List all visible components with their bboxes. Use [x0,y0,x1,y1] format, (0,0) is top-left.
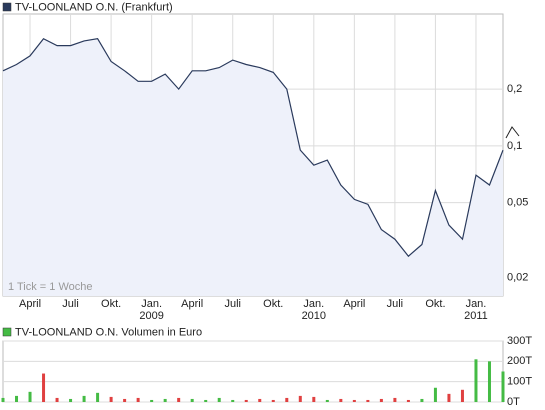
y-tick-label: 0,1 [507,140,522,152]
y-tick-label: 0T [507,396,520,408]
volume-bar [352,399,356,402]
volume-bar [123,398,127,402]
x-tick-label: Juli [62,298,79,310]
x-tick-label: Okt. [263,298,283,310]
x-tick-label: Jan. [466,298,487,310]
volume-bar [433,387,437,402]
volume-bar [42,373,46,402]
volume-bar [244,399,248,402]
x-tick-label: April [181,298,203,310]
x-year-label: 2010 [302,310,326,322]
volume-bar [150,399,154,402]
volume-bar [312,396,316,402]
volume-panel: 300T 200T 100T 0T [1,335,532,408]
volume-bar [271,399,275,402]
volume-bar [258,398,262,402]
volume-bar [406,399,410,402]
y-tick-label: 0,05 [507,197,528,209]
volume-bar [393,397,397,402]
x-tick-label: April [343,298,365,310]
x-year-label: 2009 [139,310,163,322]
volume-bar [217,397,221,402]
volume-bar [474,359,478,402]
legend-label: TV-LOONLAND O.N. Volumen in Euro [15,326,202,338]
x-tick-label: Jan. [141,298,162,310]
annotation: 1 Tick = 1 Woche [8,281,92,293]
volume-bar [501,371,505,402]
x-tick-label: April [19,298,41,310]
y-tick-label: 300T [507,335,532,347]
volume-bar [231,399,235,402]
volume-bar [204,399,208,402]
volume-bar [447,393,451,402]
plot-area [2,340,504,403]
volume-bar [96,392,100,402]
x-tick-label: Juli [387,298,404,310]
x-tick-label: Jan. [303,298,324,310]
price-line [2,37,504,258]
volume-bar [420,398,424,402]
x-tick-label: Juli [224,298,241,310]
volume-bar [69,398,73,402]
legend-swatch [2,2,12,12]
volume-bar [15,395,19,402]
volume-bar [82,395,86,402]
y-tick-label: 100T [507,376,532,388]
volume-bar [55,397,59,402]
volume-bar [163,398,167,402]
legend-label: TV-LOONLAND O.N. (Frankfurt) [15,1,173,13]
volume-bar [298,395,302,402]
x-tick-label: Okt. [101,298,121,310]
y-tick-label: 0,02 [507,272,528,284]
y-tick-label: 200T [507,355,532,367]
volume-bar [109,396,113,402]
arrow [505,126,520,139]
volume-bar [460,389,464,402]
x-tick-label: Okt. [425,298,445,310]
volume-bar [1,397,5,402]
legend-swatch [2,327,12,337]
volume-bar [177,397,181,402]
price-panel: 0,2 0,1 0,05 0,02 April Juli Okt. Jan. April Juli… [2,13,528,322]
volume-bar [339,398,343,402]
volume-bar [325,399,329,402]
y-tick-label: 0,2 [507,83,522,95]
volume-bar [285,397,289,402]
volume-bar [379,398,383,402]
volume-bar [28,391,32,402]
volume-bar [136,397,140,402]
volume-bar [487,361,491,402]
volume-bar [190,398,194,402]
volume-bar [366,399,370,402]
x-year-label: 2011 [464,310,488,322]
area [3,38,503,296]
